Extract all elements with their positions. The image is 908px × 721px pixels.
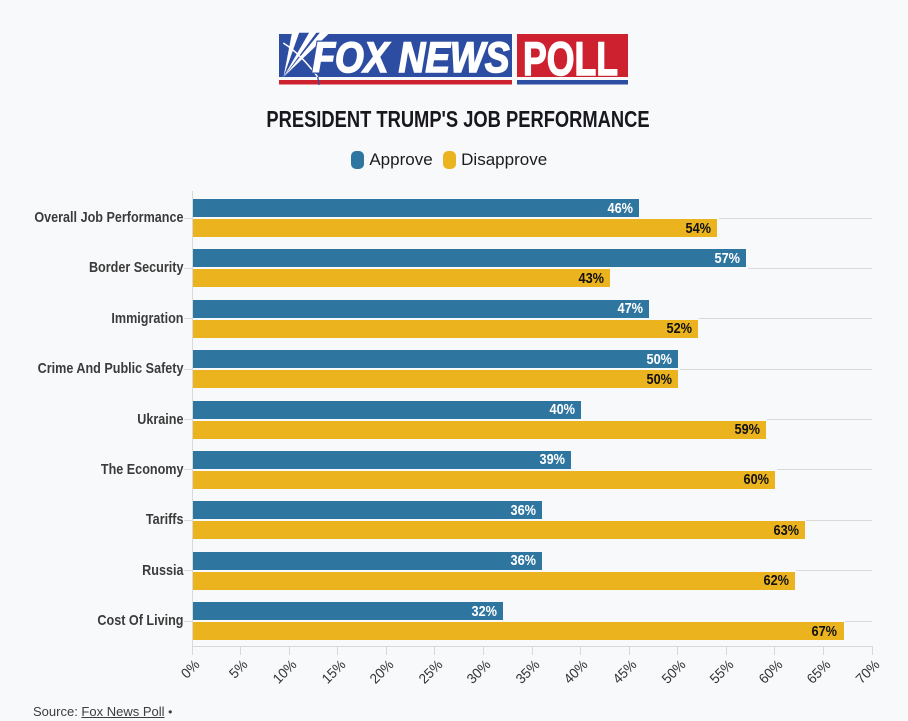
svg-text:FOX NEWS: FOX NEWS [313, 35, 510, 82]
svg-text:FOX NEWS: FOX NEWS [313, 35, 510, 82]
svg-text:POLL: POLL [523, 33, 618, 86]
